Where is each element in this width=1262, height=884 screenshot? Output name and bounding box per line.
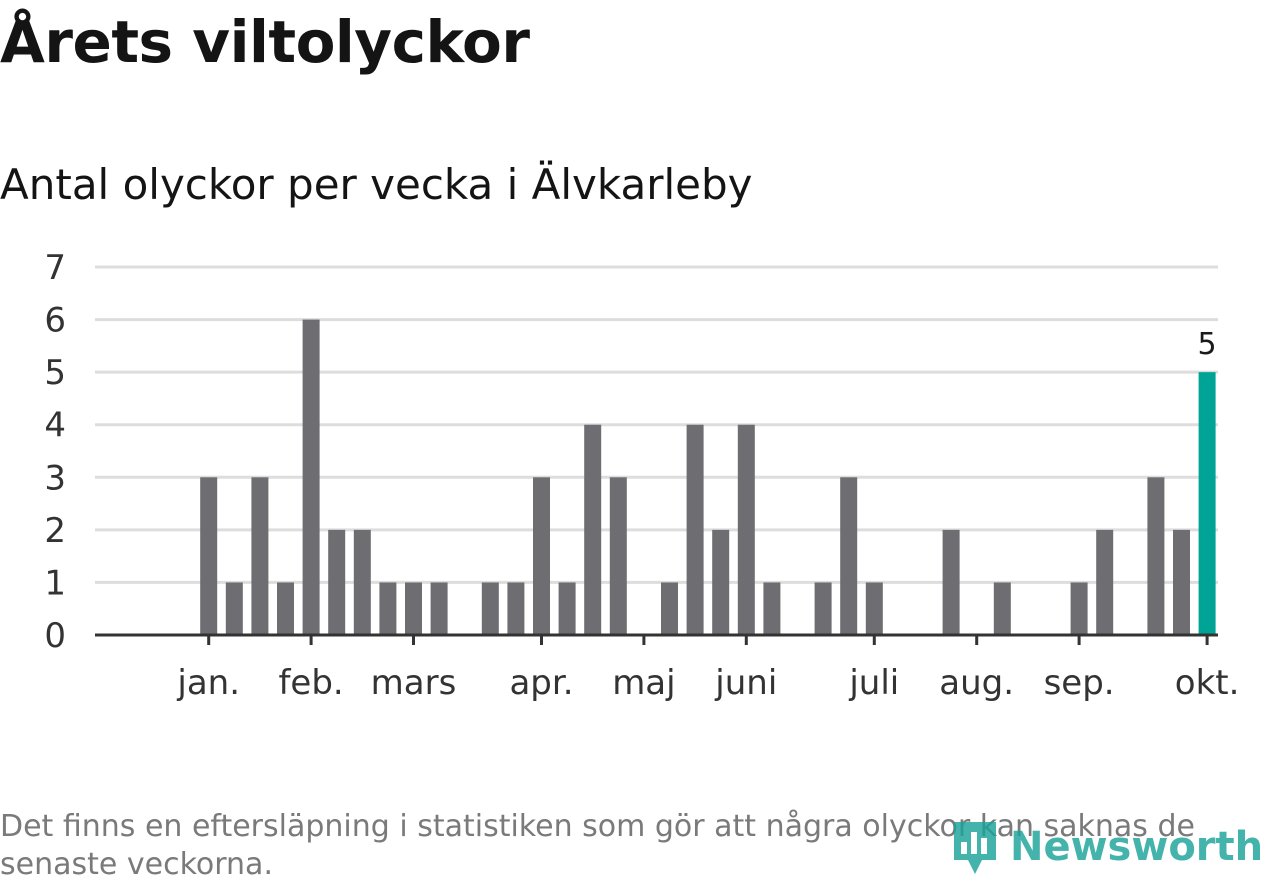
- x-tick-label: mars: [371, 663, 457, 703]
- bar: [942, 529, 960, 635]
- bar: [865, 582, 883, 635]
- bar-highlighted: [1198, 372, 1216, 635]
- bar: [1173, 529, 1190, 635]
- y-tick-label: 0: [44, 616, 66, 656]
- y-tick-label: 6: [44, 301, 66, 341]
- bar: [251, 477, 269, 635]
- y-tick-label: 5: [44, 353, 66, 393]
- y-tick-label: 2: [44, 511, 66, 551]
- x-tick-label: feb.: [278, 663, 343, 703]
- bar: [1147, 477, 1165, 635]
- bar: [379, 582, 397, 635]
- bar: [200, 477, 218, 635]
- x-tick-label: maj: [612, 663, 675, 703]
- bar: [533, 477, 550, 635]
- y-tick-label: 1: [44, 563, 66, 603]
- bar: [763, 582, 781, 635]
- x-tick-label: apr.: [509, 663, 573, 703]
- bar: [481, 582, 499, 635]
- bar: [1096, 529, 1114, 635]
- bar: [558, 582, 576, 635]
- chart-subtitle: Antal olyckor per vecka i Älvkarleby: [0, 160, 753, 209]
- bar: [302, 319, 320, 635]
- y-tick-label: 4: [44, 406, 66, 446]
- y-axis-ticks: 0 1 2 3 4 5 6 7: [44, 248, 66, 656]
- bar: [712, 529, 730, 635]
- bar: [686, 424, 704, 635]
- x-tick-label: juli: [848, 663, 899, 703]
- bar: [993, 582, 1011, 635]
- newsworthy-logo: Newsworthy: [950, 816, 1262, 878]
- bar: [661, 582, 678, 635]
- bar: [328, 529, 346, 635]
- bar: [353, 529, 371, 635]
- x-tick-label: okt.: [1175, 663, 1240, 703]
- x-tick-label: sep.: [1044, 663, 1115, 703]
- x-tick-label: juni: [714, 663, 777, 703]
- bars: [200, 319, 1216, 635]
- bar-chart: 0 1 2 3 4 5 6 7 jan. feb. mars apr. maj juni juli aug.…: [44, 248, 1239, 703]
- bar: [225, 582, 243, 635]
- bar: [814, 582, 832, 635]
- chart-title: Årets viltolyckor: [0, 8, 530, 76]
- bar: [840, 477, 858, 635]
- bar: [1070, 582, 1088, 635]
- bar: [609, 477, 627, 635]
- data-label-latest: 5: [1198, 327, 1217, 362]
- y-tick-label: 7: [44, 248, 66, 288]
- bar: [277, 582, 294, 635]
- data-labels: 5: [1198, 327, 1217, 362]
- bar-chart-marker-icon: [954, 822, 996, 874]
- bar: [430, 582, 448, 635]
- logo-text: Newsworthy: [1010, 824, 1262, 870]
- y-tick-label: 3: [44, 458, 66, 498]
- bar: [737, 424, 755, 635]
- bar: [405, 582, 422, 635]
- x-tick-label: jan.: [176, 663, 240, 703]
- x-axis-ticks: jan. feb. mars apr. maj juni juli aug. sep. okt.: [176, 635, 1239, 703]
- bar: [507, 582, 525, 635]
- bar: [584, 424, 602, 635]
- x-tick-label: aug.: [939, 663, 1014, 703]
